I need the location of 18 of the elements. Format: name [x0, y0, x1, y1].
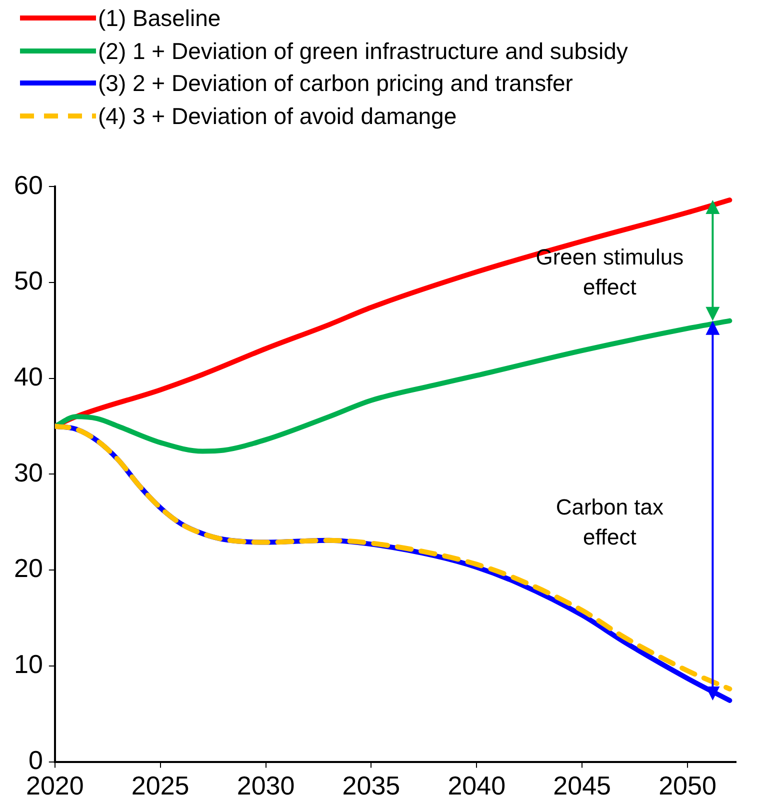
legend-label: (3) 2 + Deviation of carbon pricing and transfer [98, 69, 573, 98]
legend-label: (1) Baseline [98, 4, 221, 33]
annotation: Carbon tax effect [556, 494, 664, 550]
x-tick-label: 2050 [658, 770, 716, 801]
x-tick-label: 2035 [342, 770, 400, 801]
legend-label: (4) 3 + Deviation of avoid damange [98, 102, 457, 131]
y-tick-label: 20 [14, 553, 43, 584]
x-tick-label: 2025 [131, 770, 190, 801]
legend-label: (2) 1 + Deviation of green infrastructure and subsidy [98, 36, 628, 66]
y-tick-label: 30 [14, 457, 43, 488]
y-tick-label: 40 [14, 362, 43, 392]
y-tick-label: 50 [14, 266, 43, 296]
x-tick-label: 2045 [553, 770, 611, 801]
y-tick-label: 60 [14, 170, 43, 200]
x-tick-label: 2040 [448, 770, 506, 801]
x-tick-label: 2030 [236, 770, 295, 801]
y-tick-label: 10 [14, 649, 43, 680]
annotation: Green stimulus effect [536, 244, 684, 300]
